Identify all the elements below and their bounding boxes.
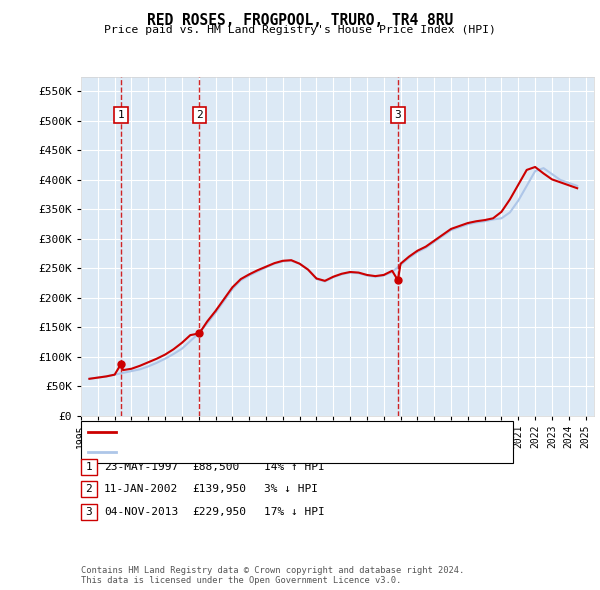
Text: 2: 2 — [85, 484, 92, 494]
Text: 14% ↑ HPI: 14% ↑ HPI — [264, 462, 325, 472]
Text: 3: 3 — [85, 507, 92, 517]
Text: 3: 3 — [395, 110, 401, 120]
Text: 04-NOV-2013: 04-NOV-2013 — [104, 507, 178, 517]
Text: HPI: Average price, detached house, Cornwall: HPI: Average price, detached house, Corn… — [121, 447, 407, 457]
Text: Contains HM Land Registry data © Crown copyright and database right 2024.
This d: Contains HM Land Registry data © Crown c… — [81, 566, 464, 585]
Text: £229,950: £229,950 — [192, 507, 246, 517]
Text: 17% ↓ HPI: 17% ↓ HPI — [264, 507, 325, 517]
Text: 2: 2 — [196, 110, 203, 120]
Text: 3% ↓ HPI: 3% ↓ HPI — [264, 484, 318, 494]
Text: Price paid vs. HM Land Registry's House Price Index (HPI): Price paid vs. HM Land Registry's House … — [104, 25, 496, 35]
Text: 1: 1 — [85, 462, 92, 472]
Text: £88,500: £88,500 — [192, 462, 239, 472]
Text: 1: 1 — [118, 110, 125, 120]
Text: RED ROSES, FROGPOOL, TRURO, TR4 8RU (detached house): RED ROSES, FROGPOOL, TRURO, TR4 8RU (det… — [121, 427, 458, 437]
Text: 11-JAN-2002: 11-JAN-2002 — [104, 484, 178, 494]
Text: £139,950: £139,950 — [192, 484, 246, 494]
Text: 23-MAY-1997: 23-MAY-1997 — [104, 462, 178, 472]
Text: RED ROSES, FROGPOOL, TRURO, TR4 8RU: RED ROSES, FROGPOOL, TRURO, TR4 8RU — [147, 13, 453, 28]
